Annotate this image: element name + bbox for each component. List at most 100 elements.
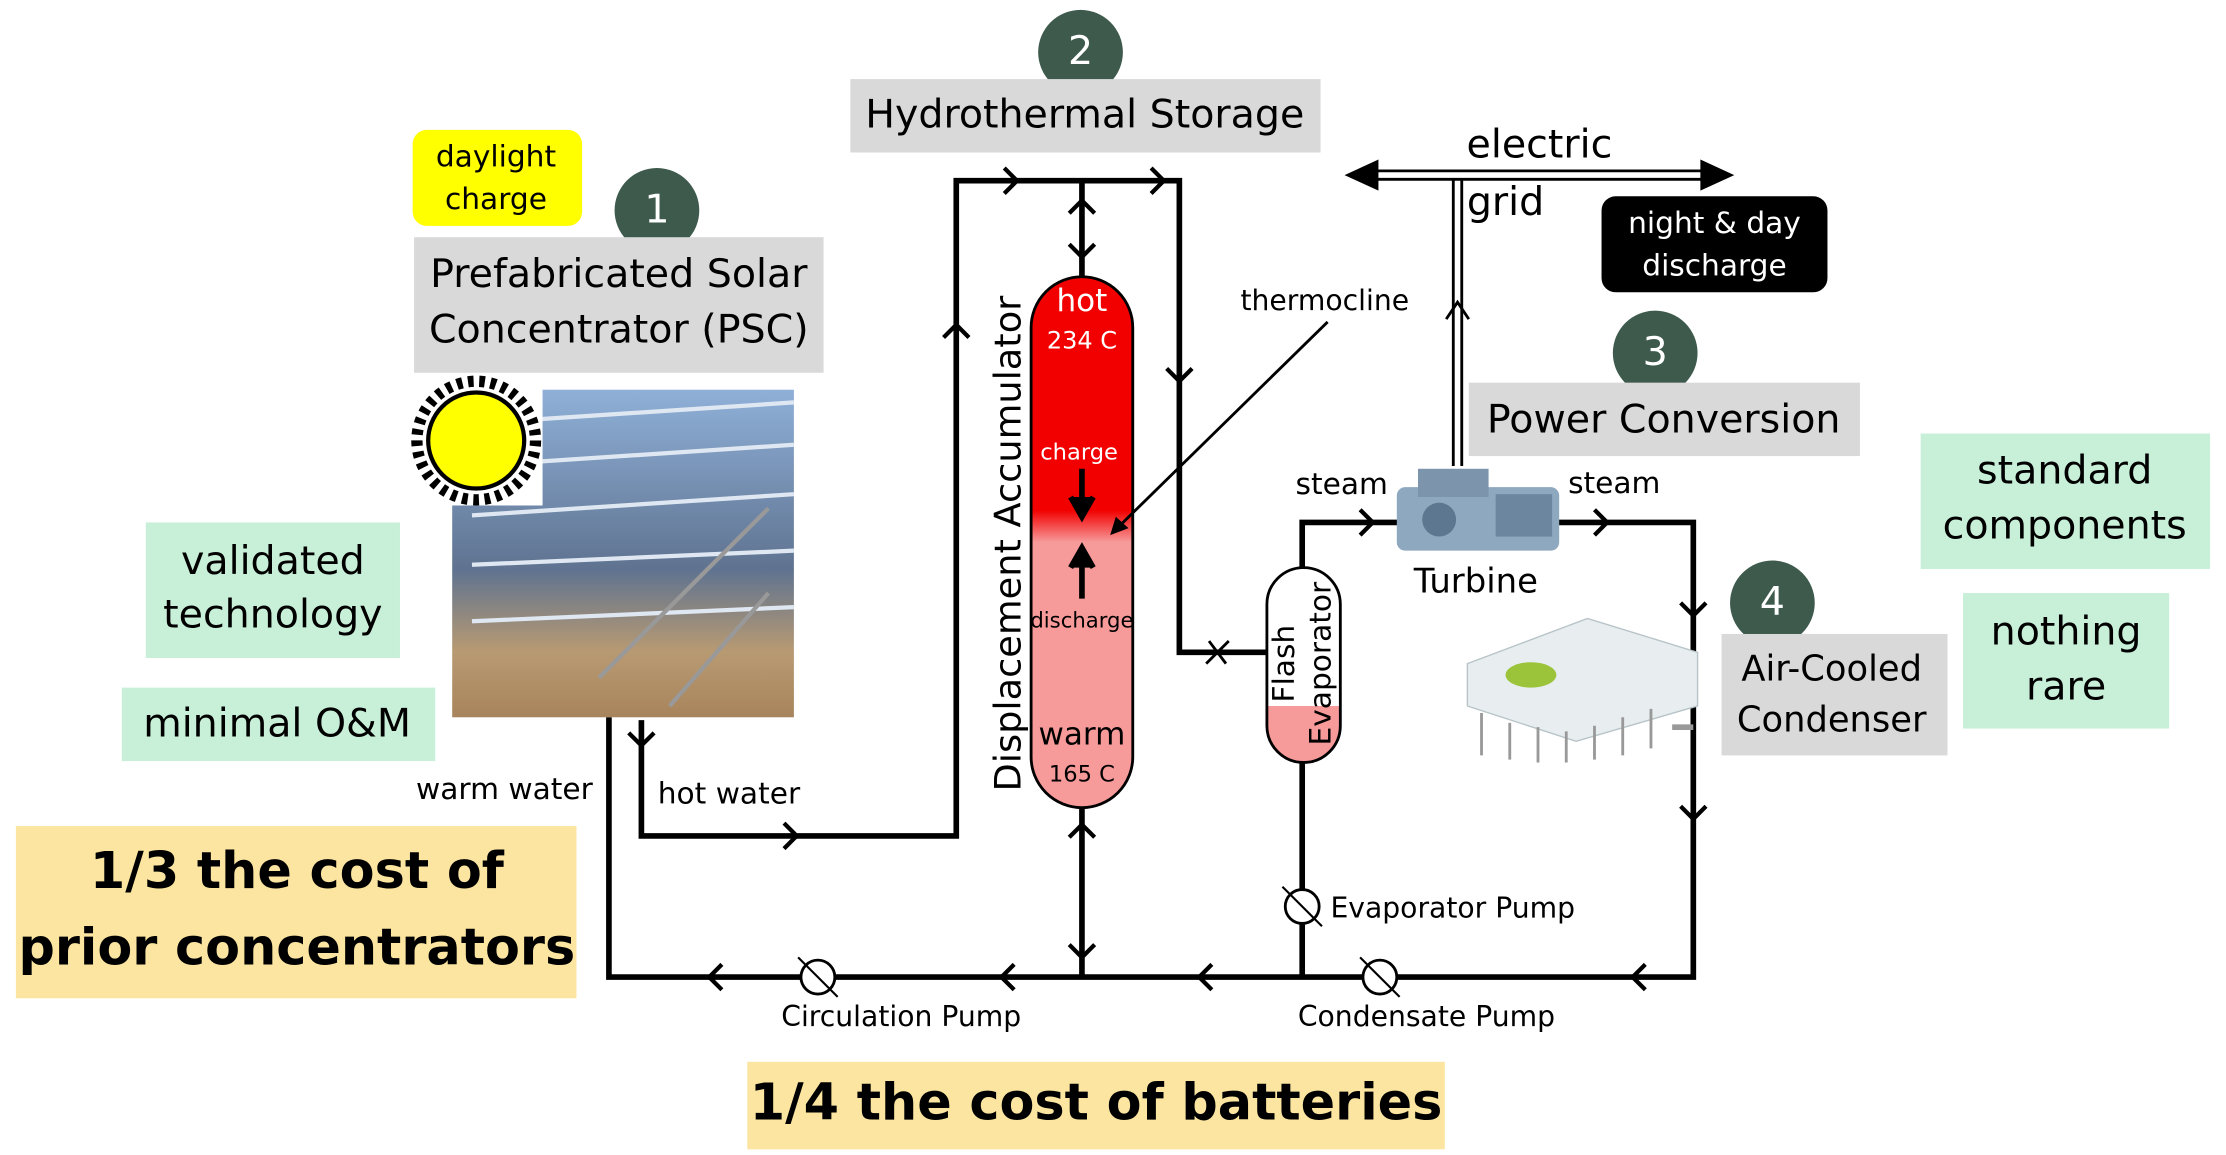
tank-label: hot [1057,283,1108,319]
tank-label: discharge [1030,607,1133,632]
pump [797,956,839,998]
cost-claim: 1/4 the cost of batteries [750,1073,1443,1132]
flow-arrow [782,821,800,851]
evaporator-tank [1265,566,1342,764]
pointer [1110,516,1129,536]
tank-label: warm [1038,717,1125,753]
flow-arrow [627,731,656,749]
cost-box [747,1061,1445,1150]
benefit: technology [163,592,382,638]
step-badge [1612,310,1698,396]
mode-label: daylight [436,139,556,174]
evaporator-label: Flash [1266,625,1301,703]
flow-arrow [1358,508,1376,537]
label-box [1468,382,1860,457]
pointer [1114,320,1329,531]
turbine-label: Turbine [1413,562,1538,601]
flow-arrow [1165,367,1194,385]
tank-label: 165 C [1049,762,1115,788]
flow-arrow [1629,962,1647,992]
component-label: Concentrator (PSC) [429,306,809,352]
pump-label: Evaporator Pump [1330,891,1575,924]
mode-label: night & day [1628,205,1801,240]
mode-label: charge [445,181,547,216]
condenser-image [1466,617,1699,763]
benefit: components [1943,503,2187,549]
flow-arrow [1067,943,1097,961]
benefit: rare [2026,664,2106,710]
flow-arrow [1196,962,1214,992]
evaporator-liquid [1266,705,1341,763]
flow-arrow [1067,242,1097,260]
flow-arrow [1002,166,1020,195]
flow-arrow [706,962,724,992]
flow-arrow [1067,821,1097,839]
pump-label: Circulation Pump [781,1000,1021,1033]
arrow [1445,299,1470,320]
turbine-image [1396,468,1560,551]
pipe [638,177,1267,839]
cost-claim: 1/3 the cost of [90,841,505,900]
step-number: 4 [1760,579,1785,625]
evaporator-label: Evaporator [1302,581,1337,745]
flow-arrow [942,321,971,339]
annotation: thermocline [1240,284,1409,317]
grid-label: grid [1467,179,1544,225]
component-label: Condenser [1737,700,1927,741]
tank-name: Displacement Accumulator [986,295,1029,792]
label-box [1721,633,1948,756]
valve [1205,640,1230,665]
step-badge [1730,560,1815,646]
pump-label: Condensate Pump [1298,1000,1555,1033]
arrow [1700,159,1735,191]
flow-arrow [1067,197,1097,215]
arrow [1068,542,1096,599]
arrow [1068,468,1096,523]
flow-arrow [1679,601,1708,619]
tank-label: 234 C [1047,327,1117,355]
step-number: 3 [1643,329,1668,375]
flow-arrow [1149,166,1167,195]
pump [1359,956,1401,998]
benefit: standard [1977,448,2152,494]
step-number: 1 [644,186,669,232]
flow-label: steam [1568,465,1660,500]
arrow [1344,159,1379,191]
component-label: Power Conversion [1487,397,1841,443]
cost-claim: prior concentrators [18,917,575,976]
step-badge [1038,9,1123,95]
sun [426,390,527,491]
benefit-box [1920,433,2211,570]
component-label: Hydrothermal Storage [865,92,1304,138]
mode-label: discharge [1642,247,1786,282]
label-box [414,237,824,373]
component-label: Prefabricated Solar [430,251,808,297]
mode-tag [412,129,583,226]
step-number: 2 [1068,28,1093,74]
benefit: minimal O&M [143,700,411,746]
label-box [850,79,1321,153]
flow-arrow [1679,804,1708,822]
flow-label: hot water [658,775,801,810]
sun [411,375,542,506]
grid-label: electric [1467,121,1613,167]
step-badge [614,168,700,253]
solar-field-image [471,400,795,708]
mode-tag [1601,196,1828,293]
benefit-box [1963,593,2170,729]
flow-arrow [1592,508,1611,537]
grid-line [1364,169,1715,466]
benefit-box [145,522,400,658]
component-label: Air-Cooled [1741,649,1922,690]
benefit: nothing [1991,608,2142,654]
pipe [606,519,1697,980]
benefit: validated [181,538,365,584]
cost-box [15,826,577,999]
flow-label: steam [1296,466,1388,501]
pump [1281,885,1323,928]
tank-label: charge [1040,440,1118,466]
flow-arrow [998,962,1016,992]
flow-label: warm water [416,771,594,806]
benefit-box [121,687,436,762]
